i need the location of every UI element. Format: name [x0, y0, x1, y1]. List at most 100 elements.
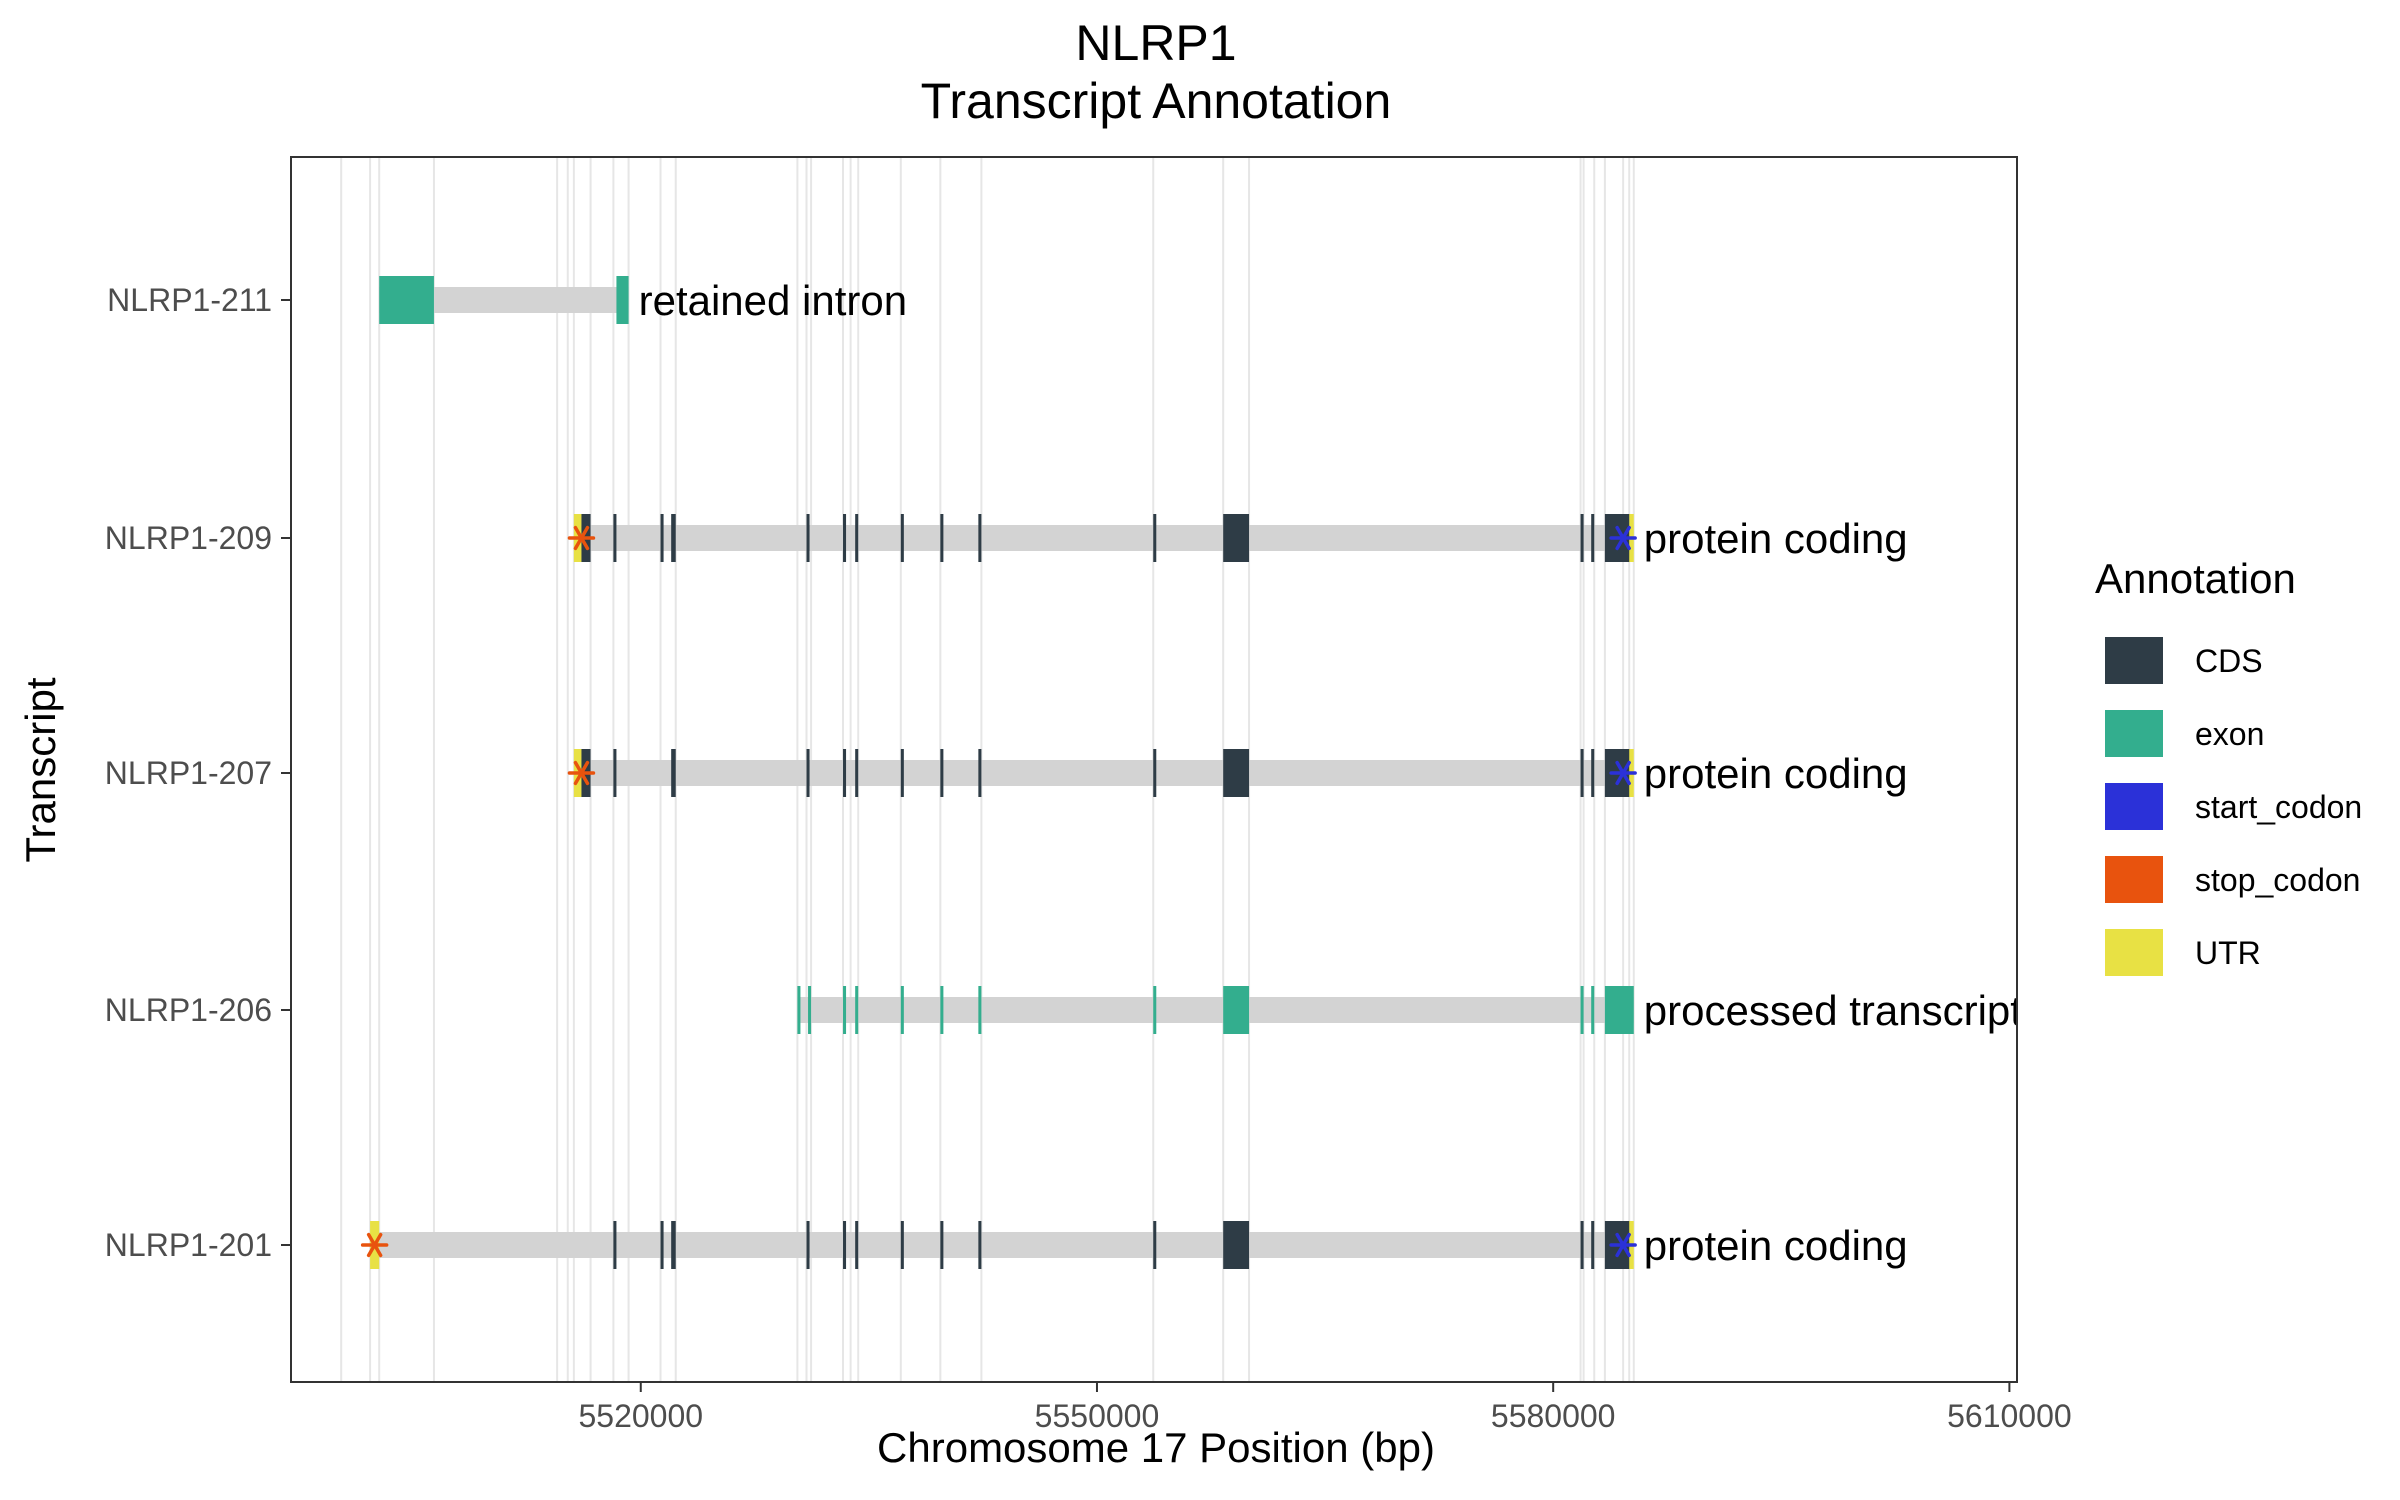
y-tick-label: NLRP1-206 [105, 992, 272, 1028]
legend-label: CDS [2195, 643, 2263, 679]
exon-block [808, 986, 812, 1034]
cds-block [806, 749, 810, 797]
cds-block [671, 514, 676, 562]
cds-block [855, 749, 859, 797]
cds-block [978, 1221, 982, 1269]
x-axis-title: Chromosome 17 Position (bp) [877, 1424, 1435, 1471]
y-tick-label: NLRP1-209 [105, 520, 272, 556]
start-codon-marker [1609, 525, 1637, 551]
cds-block [1580, 514, 1584, 562]
legend-swatch [2105, 783, 2163, 830]
legend-item: UTR [2105, 929, 2261, 976]
cds-block [900, 749, 904, 797]
y-tick-label: NLRP1-211 [107, 282, 272, 318]
exon-block [843, 986, 847, 1034]
cds-block [1153, 749, 1157, 797]
cds-block [900, 514, 904, 562]
exon-block [900, 986, 904, 1034]
exon-block [1580, 986, 1584, 1034]
cds-block [1580, 1221, 1584, 1269]
cds-block [660, 514, 664, 562]
exon-block [855, 986, 859, 1034]
exon-block [940, 986, 944, 1034]
cds-block [940, 514, 944, 562]
y-tick-label: NLRP1-201 [105, 1227, 272, 1263]
y-tick-label: NLRP1-207 [105, 755, 272, 791]
cds-block [1591, 514, 1595, 562]
exon-block [1223, 986, 1250, 1034]
legend-label: UTR [2195, 935, 2261, 971]
legend-swatch [2105, 710, 2163, 757]
cds-block [1591, 749, 1595, 797]
transcript-track [567, 749, 1637, 797]
cds-block [843, 1221, 847, 1269]
biotype-label: retained intron [639, 277, 908, 324]
stop-codon-marker [360, 1232, 389, 1258]
cds-block [1153, 514, 1157, 562]
biotype-label: protein coding [1644, 515, 1908, 562]
legend-swatch [2105, 856, 2163, 903]
exon-block [616, 276, 629, 324]
exon-block [1153, 986, 1157, 1034]
legend-item: exon [2105, 710, 2264, 757]
transcript-tracks [360, 276, 1637, 1269]
biotype-label: processed transcript [1644, 987, 2022, 1034]
y-axis-title: Transcript [17, 677, 64, 862]
cds-block [671, 749, 676, 797]
x-tick-label: 5520000 [578, 1398, 703, 1434]
cds-block [940, 749, 944, 797]
transcript-track [797, 986, 1634, 1034]
cds-block [806, 514, 810, 562]
exon-block [797, 986, 801, 1034]
start-codon-marker [1609, 760, 1637, 786]
plot-border [290, 156, 2018, 1383]
cds-block [1591, 1221, 1595, 1269]
cds-block [855, 1221, 859, 1269]
exon-block [1604, 986, 1634, 1034]
cds-block [843, 749, 847, 797]
cds-block [613, 1221, 617, 1269]
biotype-label: protein coding [1644, 1222, 1908, 1269]
cds-block [978, 749, 982, 797]
legend-swatch [2105, 929, 2163, 976]
intron-bar [797, 997, 1634, 1023]
intron-bar [370, 1232, 1634, 1258]
cds-block [806, 1221, 810, 1269]
biotype-label: protein coding [1644, 750, 1908, 797]
intron-bar [573, 525, 1634, 551]
stop-codon-marker [567, 760, 596, 786]
legend-label: stop_codon [2195, 862, 2360, 898]
y-axis: NLRP1-211 NLRP1-209 NLRP1-207 NLRP1-206 NLRP… [105, 282, 291, 1263]
cds-block [940, 1221, 944, 1269]
transcript-track [379, 276, 629, 324]
cds-block [671, 1221, 676, 1269]
cds-block [613, 749, 617, 797]
biotype-labels: retained intron protein coding protein cod… [639, 277, 2022, 1269]
exon-block [1591, 986, 1595, 1034]
cds-block [1580, 749, 1584, 797]
start-codon-marker [1609, 1232, 1637, 1258]
cds-block [843, 514, 847, 562]
intron-bar [573, 760, 1634, 786]
cds-block [613, 514, 617, 562]
legend: Annotation CDS exon start_codon stop_codon U… [2095, 555, 2362, 976]
x-tick-label: 5550000 [1035, 1398, 1160, 1434]
x-tick-label: 5580000 [1491, 1398, 1616, 1434]
transcript-track [360, 1221, 1637, 1269]
legend-item: start_codon [2105, 783, 2362, 830]
legend-swatch [2105, 637, 2163, 684]
chart-title: NLRP1 [1075, 15, 1236, 71]
exon-block [978, 986, 982, 1034]
legend-item: CDS [2105, 637, 2263, 684]
x-axis: 5520000 5550000 5580000 5610000 [578, 1382, 2072, 1434]
chart-subtitle: Transcript Annotation [921, 73, 1392, 129]
legend-label: start_codon [2195, 789, 2362, 825]
cds-block [1223, 514, 1250, 562]
cds-block [1223, 1221, 1250, 1269]
legend-title: Annotation [2095, 555, 2296, 602]
legend-label: exon [2195, 716, 2264, 752]
cds-block [1223, 749, 1250, 797]
legend-item: stop_codon [2105, 856, 2360, 903]
exon-block [379, 276, 434, 324]
